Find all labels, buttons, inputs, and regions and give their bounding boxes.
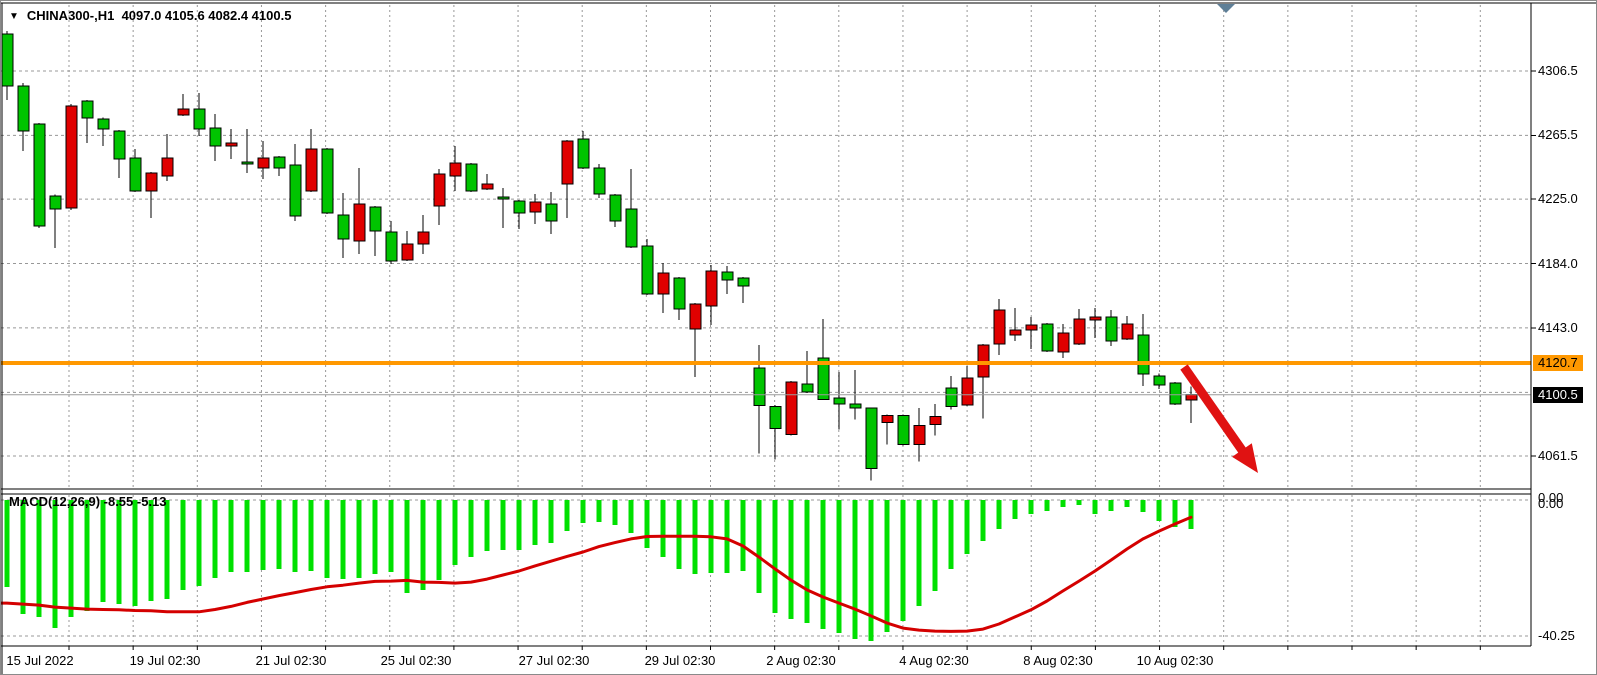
grid-horizontal	[1, 70, 1531, 637]
time-axis-label: 19 Jul 02:30	[129, 653, 201, 668]
time-axis-label: 29 Jul 02:30	[644, 653, 716, 668]
price-scale[interactable]: 4306.5 4265.5 4225.0 4184.0 4143.0 4061.5 4120…	[1532, 1, 1596, 646]
macd-min-label: -40.25	[1538, 628, 1575, 643]
macd-zero-label-overlap: 0.00	[1538, 496, 1564, 511]
macd-zero-label: 0.00	[1538, 490, 1564, 505]
time-axis-label: 27 Jul 02:30	[518, 653, 590, 668]
time-axis-label: 15 Jul 2022	[6, 653, 74, 668]
chart-shift-marker-icon[interactable]	[1217, 4, 1235, 13]
chart-title: ▼ CHINA300-,H1 4097.0 4105.6 4082.4 4100.…	[9, 8, 291, 23]
time-axis-label: 8 Aug 02:30	[1023, 653, 1093, 668]
time-axis-label: 2 Aug 02:30	[766, 653, 836, 668]
bid-price-tag: 4100.5	[1533, 386, 1583, 403]
time-axis-label: 25 Jul 02:30	[380, 653, 452, 668]
price-axis-label: 4225.0	[1538, 191, 1578, 207]
time-scale[interactable]: 15 Jul 2022 19 Jul 02:30 21 Jul 02:30 25 Ju…	[1, 647, 1531, 674]
hline-price-tag: 4120.7	[1533, 354, 1583, 371]
price-axis-label: 4061.5	[1538, 448, 1578, 463]
time-axis-label: 21 Jul 02:30	[255, 653, 327, 668]
candles	[1, 30, 1198, 481]
trend-arrow[interactable]	[1180, 364, 1258, 473]
symbol-dropdown-icon[interactable]: ▼	[9, 11, 19, 22]
symbol-timeframe: CHINA300-,H1	[26, 8, 115, 23]
price-axis-label: 4265.5	[1538, 127, 1578, 143]
macd-signal-line	[1, 515, 1193, 633]
price-axis-label: 4143.0	[1538, 319, 1578, 335]
time-axis-label: 10 Aug 02:30	[1136, 653, 1214, 668]
macd-indicator-label: MACD(12,26,9) -8.55 -5.13	[9, 494, 167, 509]
ohlc-readout: 4097.0 4105.6 4082.4 4100.5	[121, 8, 292, 23]
price-axis-label: 4184.0	[1538, 255, 1578, 271]
time-axis-label: 4 Aug 02:30	[899, 653, 969, 668]
price-axis-label: 4306.5	[1538, 63, 1578, 78]
macd-histogram	[4, 500, 1194, 641]
